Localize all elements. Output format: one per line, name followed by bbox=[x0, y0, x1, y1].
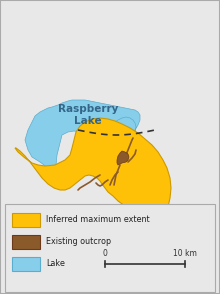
Bar bbox=[12, 257, 40, 271]
Text: Existing outcrop: Existing outcrop bbox=[46, 238, 111, 246]
Polygon shape bbox=[117, 151, 129, 165]
Bar bbox=[5, 204, 215, 292]
Text: Raspberry
Lake: Raspberry Lake bbox=[58, 104, 118, 126]
Bar bbox=[12, 235, 40, 249]
Text: 10 km: 10 km bbox=[173, 249, 197, 258]
Text: Little Iskut
Volcano: Little Iskut Volcano bbox=[58, 204, 122, 226]
Polygon shape bbox=[15, 118, 171, 219]
Text: Inferred maximum extent: Inferred maximum extent bbox=[46, 216, 150, 225]
Text: Lake: Lake bbox=[46, 260, 65, 268]
Text: 0: 0 bbox=[103, 249, 107, 258]
Bar bbox=[12, 213, 40, 227]
Polygon shape bbox=[25, 100, 140, 175]
